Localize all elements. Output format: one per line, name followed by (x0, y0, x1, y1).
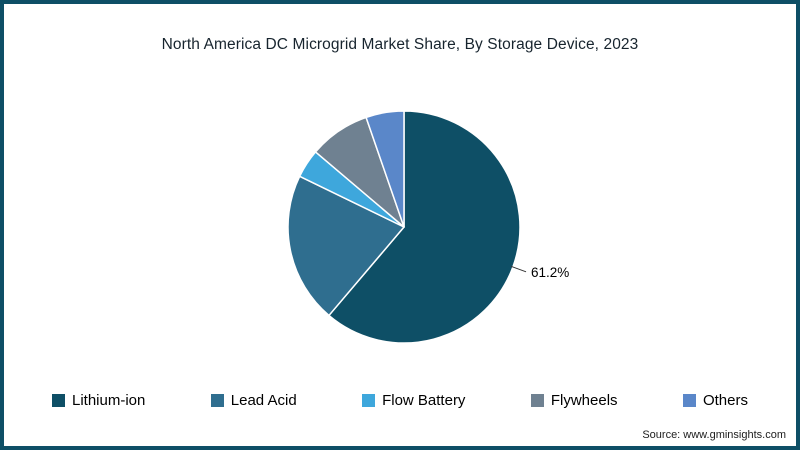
legend-label-lithium-ion: Lithium-ion (72, 392, 146, 409)
legend-label-flow-battery: Flow Battery (382, 392, 466, 409)
legend-label-lead-acid: Lead Acid (230, 392, 297, 409)
pie-chart: 61.2% (287, 110, 569, 344)
legend-swatch-flywheels (530, 394, 544, 407)
legend-item-lead-acid: Lead Acid (210, 392, 297, 409)
legend-item-flywheels: Flywheels (530, 392, 618, 409)
legend-swatch-others (682, 394, 696, 407)
legend-item-others: Others (682, 392, 748, 409)
pie-slice-lead-acid (287, 175, 405, 317)
legend-swatch-lead-acid (210, 394, 224, 407)
slice-percentage-label: 61.2% (531, 265, 569, 280)
pie-slice-others (365, 110, 405, 228)
legend-swatch-flow-battery (362, 394, 376, 407)
label-leader-line (510, 265, 527, 273)
legend: Lithium-ion Lead Acid Flow Battery Flywheel… (52, 392, 748, 409)
legend-item-flow-battery: Flow Battery (362, 392, 465, 409)
legend-label-others: Others (702, 392, 748, 409)
legend-swatch-lithium-ion (52, 394, 65, 407)
legend-label-flywheels: Flywheels (550, 392, 618, 409)
chart-title: North America DC Microgrid Market Share,… (161, 36, 639, 53)
source-text: Source: www.gminsights.com (642, 429, 786, 441)
legend-item-lithium-ion: Lithium-ion (52, 392, 145, 409)
